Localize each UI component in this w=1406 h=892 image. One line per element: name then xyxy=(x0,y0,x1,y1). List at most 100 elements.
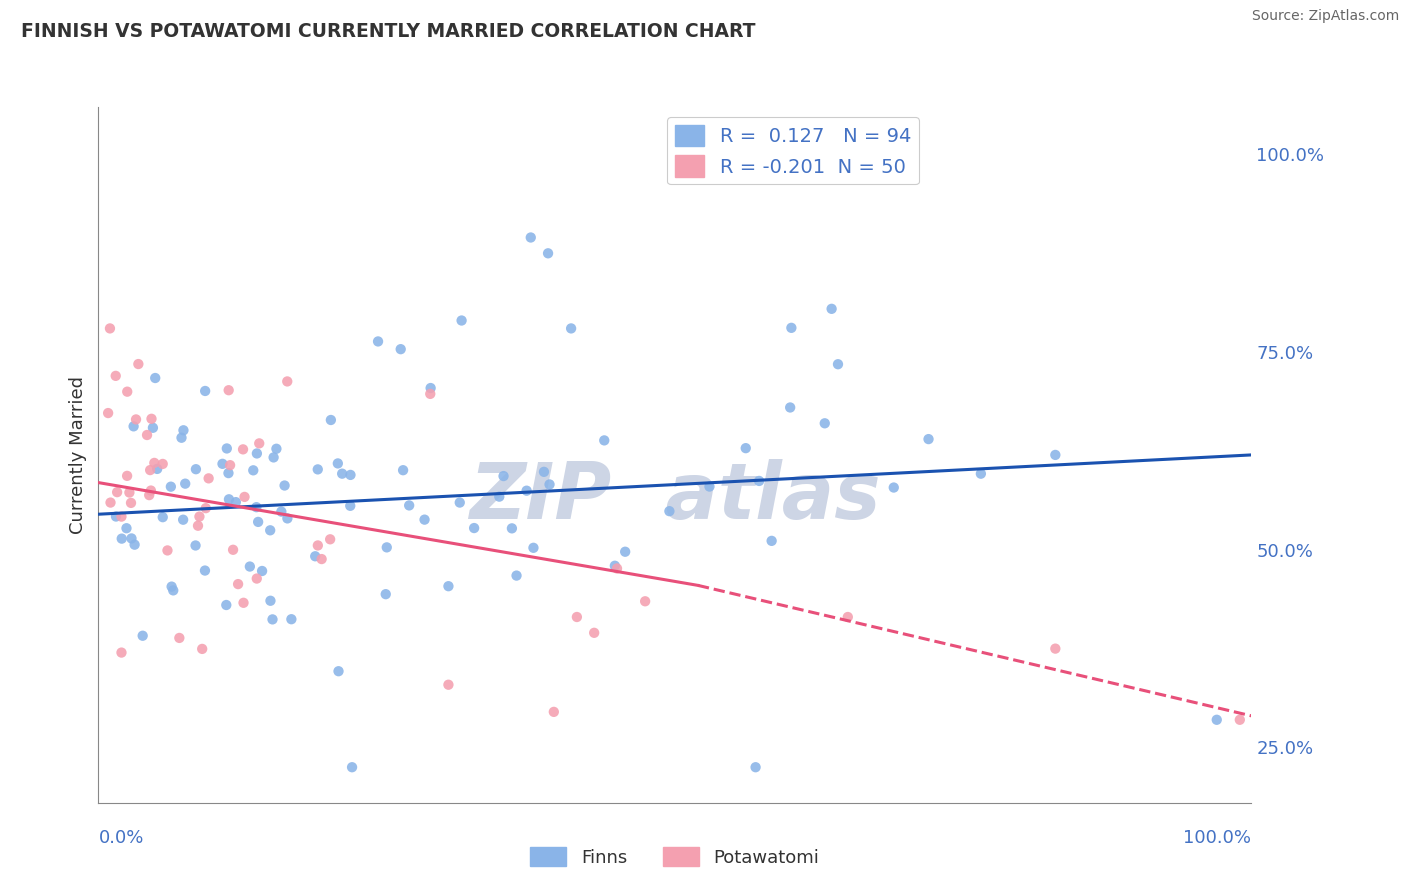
Point xyxy=(340,760,363,774)
Point xyxy=(505,568,527,582)
Text: Source: ZipAtlas.com: Source: ZipAtlas.com xyxy=(1251,9,1399,23)
Point xyxy=(413,513,436,527)
Point xyxy=(266,442,288,456)
Point xyxy=(225,495,247,509)
Point xyxy=(247,515,270,529)
Point xyxy=(218,383,240,397)
Point xyxy=(367,334,389,349)
Point xyxy=(634,594,657,608)
Point xyxy=(560,321,582,335)
Point xyxy=(1045,641,1067,656)
Point xyxy=(263,450,285,465)
Point xyxy=(538,477,561,491)
Point xyxy=(339,467,361,482)
Point xyxy=(392,463,415,477)
Point xyxy=(115,521,138,535)
Point xyxy=(492,469,515,483)
Point xyxy=(122,419,145,434)
Point xyxy=(217,466,239,480)
Point xyxy=(162,583,184,598)
Point xyxy=(226,577,249,591)
Point xyxy=(761,533,783,548)
Point xyxy=(124,538,146,552)
Text: FINNISH VS POTAWATOMI CURRENTLY MARRIED CORRELATION CHART: FINNISH VS POTAWATOMI CURRENTLY MARRIED … xyxy=(21,22,755,41)
Point xyxy=(111,532,134,546)
Point xyxy=(970,467,993,481)
Point xyxy=(127,357,149,371)
Point xyxy=(311,552,333,566)
Point xyxy=(246,446,269,460)
Point xyxy=(520,230,543,244)
Point xyxy=(143,456,166,470)
Point xyxy=(105,485,128,500)
Point xyxy=(522,541,544,555)
Point xyxy=(187,518,209,533)
Point xyxy=(449,495,471,509)
Point xyxy=(917,432,939,446)
Point xyxy=(97,406,120,420)
Point xyxy=(218,492,240,507)
Point xyxy=(174,476,197,491)
Point xyxy=(1205,713,1227,727)
Point xyxy=(450,313,472,327)
Point xyxy=(658,504,681,518)
Point xyxy=(780,321,803,335)
Point xyxy=(146,462,169,476)
Point xyxy=(172,423,194,437)
Point xyxy=(139,463,162,477)
Point xyxy=(533,465,555,479)
Point xyxy=(326,457,349,471)
Point xyxy=(246,572,269,586)
Point xyxy=(1045,448,1067,462)
Point xyxy=(121,532,143,546)
Point xyxy=(583,625,606,640)
Point xyxy=(339,499,361,513)
Point xyxy=(197,471,219,485)
Point xyxy=(215,442,238,456)
Point xyxy=(543,705,565,719)
Point xyxy=(883,481,905,495)
Legend: R =  0.127   N = 94, R = -0.201  N = 50: R = 0.127 N = 94, R = -0.201 N = 50 xyxy=(668,117,918,185)
Point xyxy=(699,479,721,493)
Point xyxy=(152,510,174,524)
Point xyxy=(319,413,342,427)
Point xyxy=(273,478,295,492)
Point xyxy=(239,559,262,574)
Point xyxy=(437,579,460,593)
Point xyxy=(614,545,637,559)
Point xyxy=(488,490,510,504)
Point xyxy=(734,441,756,455)
Point xyxy=(120,496,142,510)
Point xyxy=(827,357,849,371)
Point xyxy=(437,678,460,692)
Point xyxy=(820,301,842,316)
Point xyxy=(330,467,353,481)
Point xyxy=(152,457,174,471)
Point xyxy=(215,598,238,612)
Point xyxy=(115,468,138,483)
Text: ZIP  atlas: ZIP atlas xyxy=(470,458,880,534)
Point xyxy=(172,513,194,527)
Point xyxy=(262,612,284,626)
Point xyxy=(250,564,273,578)
Point xyxy=(98,321,121,335)
Point xyxy=(593,434,616,448)
Point xyxy=(170,431,193,445)
Text: 100.0%: 100.0% xyxy=(1184,829,1251,847)
Point xyxy=(537,246,560,260)
Point xyxy=(837,610,859,624)
Point xyxy=(110,646,132,660)
Point xyxy=(1229,713,1251,727)
Point xyxy=(259,593,281,607)
Point xyxy=(270,505,292,519)
Point xyxy=(104,509,127,524)
Point xyxy=(125,412,148,426)
Point xyxy=(160,580,183,594)
Point xyxy=(375,541,398,555)
Point xyxy=(194,564,217,578)
Point xyxy=(276,511,298,525)
Point xyxy=(814,417,837,431)
Point xyxy=(143,371,166,385)
Point xyxy=(319,533,342,547)
Point xyxy=(194,501,217,516)
